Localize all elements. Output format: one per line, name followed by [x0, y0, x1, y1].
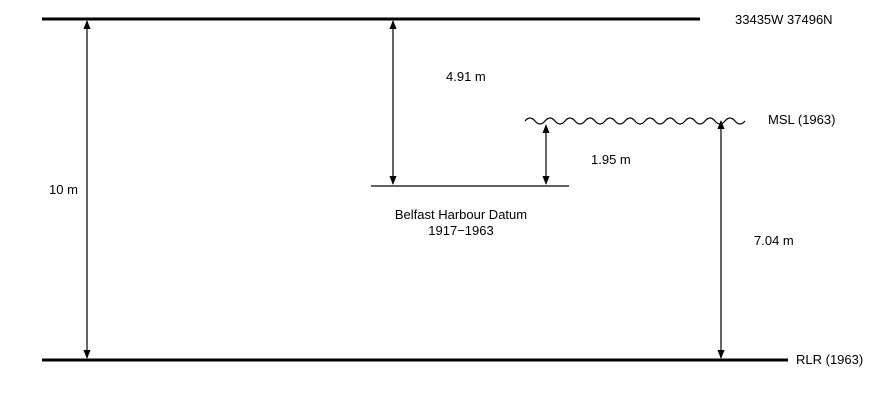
msl-label: MSL (1963)	[768, 112, 835, 127]
datum-years-label: 1917−1963	[428, 223, 493, 238]
top-to-datum-label: 4.91 m	[446, 69, 486, 84]
datum-name-label: Belfast Harbour Datum	[395, 207, 527, 222]
rlr-label: RLR (1963)	[796, 352, 863, 367]
msl-wave-line	[524, 117, 746, 125]
total-height-label: 10 m	[49, 182, 78, 197]
msl-to-datum-label: 1.95 m	[591, 152, 631, 167]
msl-to-rlr-label: 7.04 m	[754, 233, 794, 248]
grid-reference-label: 33435W 37496N	[735, 12, 833, 27]
